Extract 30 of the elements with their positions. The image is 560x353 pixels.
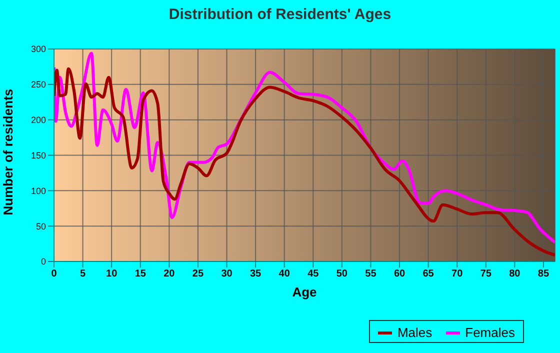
x-tick-label: 50 (336, 268, 348, 280)
x-tick-label: 60 (394, 268, 406, 280)
y-tick-label: 300 (30, 44, 46, 54)
x-tick-label: 70 (452, 268, 464, 280)
y-tick-label: 200 (30, 115, 46, 126)
y-tick-label: 0 (40, 256, 46, 267)
y-tick-label: 50 (36, 221, 46, 232)
x-tick-label: 15 (134, 268, 146, 280)
legend-label: Males (397, 325, 432, 340)
legend-label: Females (465, 325, 515, 340)
x-tick-label: 55 (365, 268, 377, 280)
x-tick-label: 20 (164, 268, 176, 280)
x-tick-label: 10 (106, 268, 118, 280)
y-tick-label: 100 (30, 186, 46, 196)
x-tick-label: 30 (221, 268, 233, 280)
x-tick-label: 85 (538, 268, 550, 280)
x-tick-label: 65 (422, 268, 434, 280)
y-tick-label: 250 (30, 80, 46, 90)
y-tick-label: 150 (30, 150, 46, 160)
y-axis-title: Number of residents (0, 88, 16, 216)
x-tick-label: 5 (80, 268, 86, 280)
x-axis-title: Age (292, 284, 317, 300)
x-tick-label: 25 (192, 268, 204, 280)
x-tick-label: 35 (250, 268, 262, 280)
chart-title: Distribution of Residents' Ages (168, 6, 392, 23)
x-tick-label: 45 (308, 268, 320, 280)
x-tick-label: 40 (278, 268, 290, 280)
x-tick-label: 0 (51, 268, 58, 280)
x-tick-label: 75 (480, 268, 492, 280)
x-tick-label: 80 (509, 268, 521, 280)
